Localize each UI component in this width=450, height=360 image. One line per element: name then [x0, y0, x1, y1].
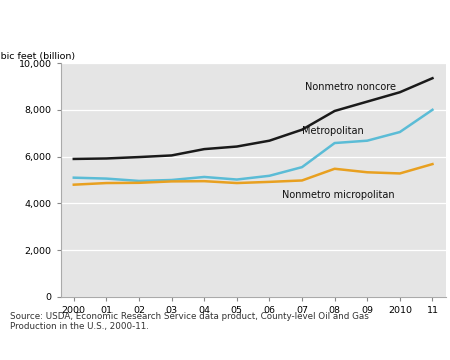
Text: Source: USDA, Economic Research Service data product, County-level Oil and Gas
P: Source: USDA, Economic Research Service …: [10, 312, 369, 331]
Text: Nonmetro micropolitan: Nonmetro micropolitan: [283, 190, 395, 200]
Text: Nonmetro noncore: Nonmetro noncore: [305, 82, 396, 92]
Text: Natural gas production in the lower 48 States, by metropolitan status,
2000-11: Natural gas production in the lower 48 S…: [6, 8, 438, 31]
Text: Cubic feet (billion): Cubic feet (billion): [0, 52, 75, 61]
Text: Metropolitan: Metropolitan: [302, 126, 364, 135]
